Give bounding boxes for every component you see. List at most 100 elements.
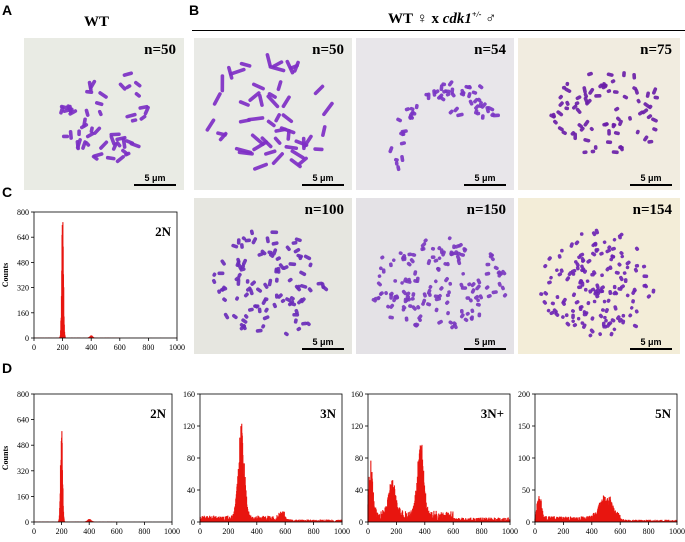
chromosome — [618, 318, 623, 323]
chromosome — [580, 264, 584, 269]
chromosome — [441, 82, 447, 87]
chromosome — [606, 89, 612, 94]
chromosome — [465, 296, 471, 300]
chromosome — [625, 265, 630, 270]
chromosome — [401, 130, 406, 137]
chromosome — [85, 89, 94, 95]
scale-bar-label: 5 μm — [312, 337, 334, 347]
chromosome-spread — [539, 228, 656, 338]
chromosome — [289, 301, 297, 307]
chromosome — [235, 260, 241, 268]
chromosome — [470, 288, 476, 294]
x-tick-label: 1000 — [669, 527, 685, 536]
chromosome — [622, 271, 627, 275]
chromosome — [134, 92, 141, 98]
scale-bar-label: 5 μm — [474, 173, 496, 183]
wt-title: WT — [84, 14, 110, 30]
chromosome — [235, 296, 240, 301]
chromosome — [400, 281, 404, 285]
y-tick-label: 320 — [17, 284, 29, 293]
x-tick-label: 1000 — [169, 343, 185, 352]
chromosome — [220, 259, 226, 266]
chromosome — [613, 131, 620, 136]
chromosome — [642, 274, 649, 279]
chromosome — [266, 119, 276, 128]
chromosome — [426, 288, 432, 295]
chromosome — [625, 293, 630, 298]
chromosome — [465, 311, 470, 316]
chromosome — [89, 79, 97, 90]
y-tick-label: 640 — [17, 416, 29, 425]
x-tick-label: 600 — [614, 527, 626, 536]
chromosome — [271, 241, 279, 246]
chromosome — [470, 308, 475, 314]
chromosome — [606, 72, 614, 77]
chromosome — [258, 93, 264, 107]
chromosome — [447, 80, 454, 87]
chromosome — [598, 83, 604, 89]
chromosome — [222, 297, 227, 302]
chromosome — [459, 252, 466, 257]
scale-bar-line — [464, 184, 506, 186]
chromosome — [595, 283, 600, 290]
chromosome — [605, 248, 611, 254]
cross-title-prefix: WT ♀ x — [388, 11, 443, 27]
chromosome — [400, 155, 405, 163]
chromosome — [403, 297, 408, 304]
chromosome — [619, 251, 624, 256]
panel-label-c: C — [2, 184, 13, 200]
chromosome — [299, 270, 307, 277]
cross-title-gene: cdk1 — [442, 11, 472, 27]
chromosome — [598, 288, 604, 294]
chromosome — [612, 237, 617, 242]
chromosome — [408, 114, 414, 120]
chromosome — [453, 323, 458, 330]
chromosome — [602, 122, 609, 127]
chromosome — [301, 321, 308, 326]
chromosome — [621, 313, 626, 318]
chromosome — [609, 257, 614, 262]
scale-bar-label: 5 μm — [312, 173, 334, 183]
chromosome — [501, 269, 507, 276]
chromosome — [599, 251, 604, 256]
chromosome — [118, 82, 127, 91]
chromosome — [291, 240, 298, 245]
chromosome — [428, 285, 433, 289]
chromosome — [437, 319, 443, 325]
chromosome — [68, 130, 73, 140]
chromosome — [470, 315, 474, 321]
chromosome — [244, 314, 249, 319]
chromosome — [651, 117, 658, 123]
micrograph-b3: n=75 5 μm — [518, 38, 680, 190]
chromosome — [250, 280, 256, 286]
chromosome — [459, 309, 464, 314]
histogram-c: 0 160 320 480 640 800 0 200 400 600 800 1000 Counts 2… — [0, 198, 185, 358]
chromosome — [594, 228, 600, 235]
panel-label-b: B — [189, 2, 200, 18]
chromosome — [577, 123, 583, 129]
chromosome — [471, 90, 478, 95]
chromosome — [612, 90, 619, 94]
histogram-svg: 0 160 320 480 640 800 0 200 400 600 800 1000 Counts 2… — [1, 390, 180, 536]
chromosome — [410, 296, 415, 301]
chromosome — [459, 313, 465, 319]
chromosome — [240, 243, 244, 249]
chromosome-spread — [211, 229, 329, 337]
histogram-bars — [534, 495, 678, 522]
chromosome — [404, 316, 409, 322]
chromosome — [595, 288, 601, 293]
y-tick-label: 80 — [187, 454, 195, 463]
chromosome — [411, 292, 416, 297]
chromosome — [274, 277, 279, 283]
chromosome — [564, 313, 569, 318]
chromosome — [124, 151, 131, 157]
chromosome — [272, 302, 277, 309]
chromosome — [260, 136, 273, 149]
chromosome — [617, 262, 622, 267]
chromosome — [303, 254, 312, 261]
chromosome — [297, 156, 308, 167]
chromosome — [80, 123, 89, 130]
chromosome — [251, 237, 258, 245]
chromosome — [632, 86, 638, 91]
chromosome — [632, 323, 639, 329]
